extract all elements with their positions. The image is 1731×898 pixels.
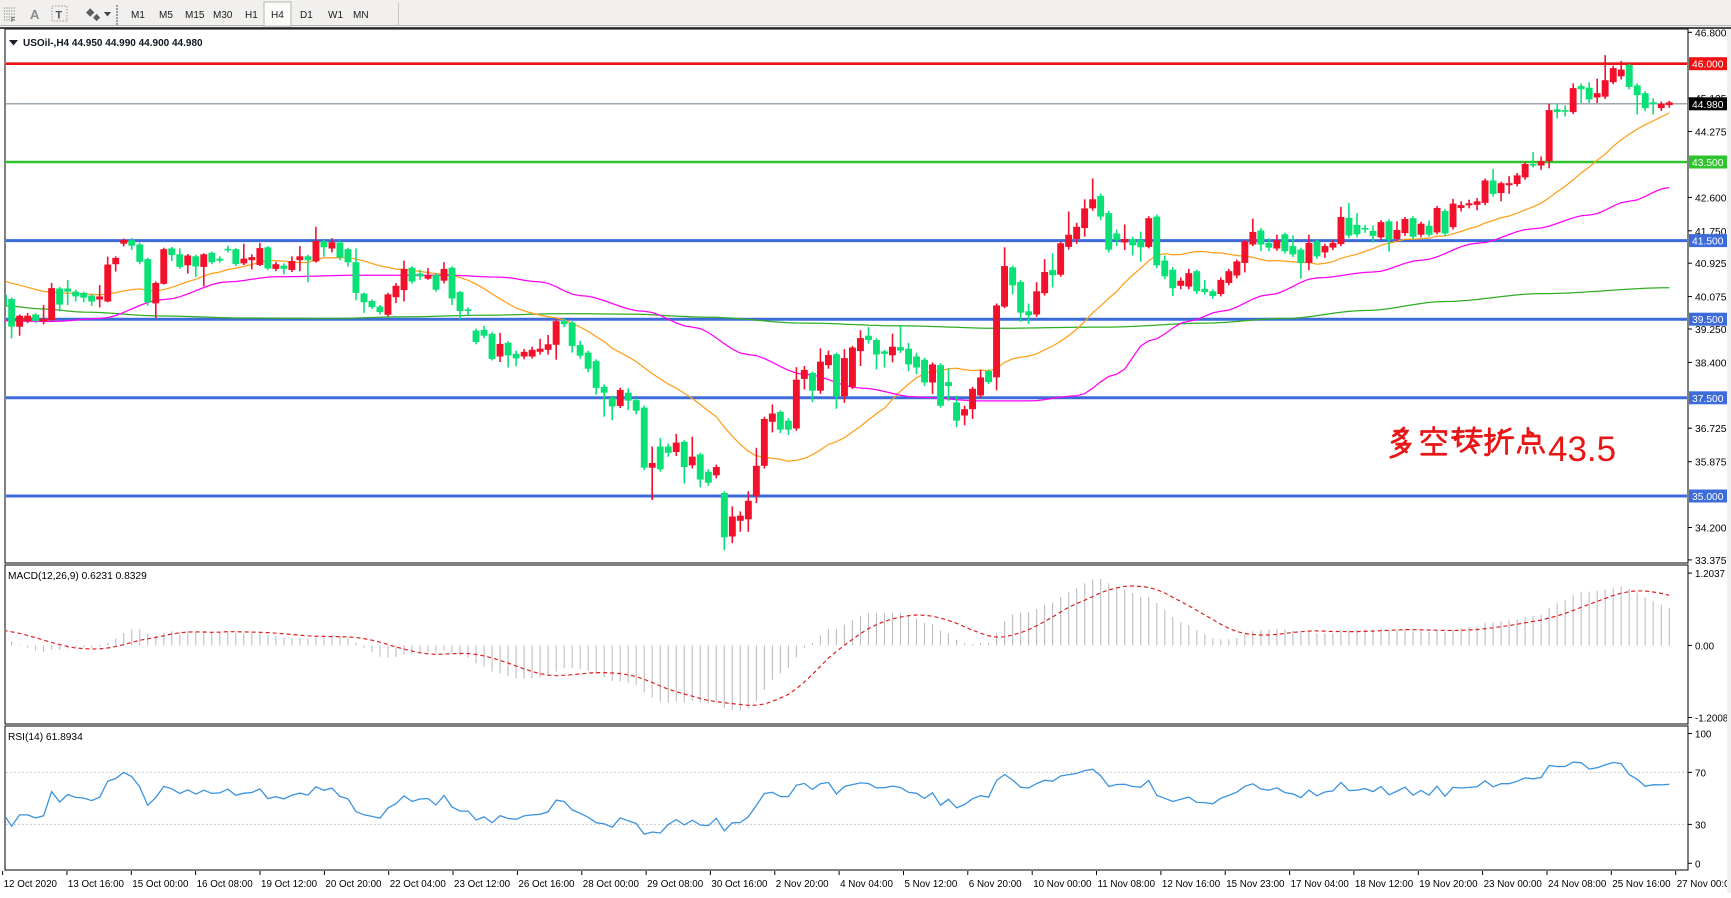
svg-text:RSI(14) 61.8934: RSI(14) 61.8934 [8,732,83,743]
svg-text:46.800: 46.800 [1695,28,1727,39]
svg-text:35.000: 35.000 [1692,492,1724,503]
svg-text:H1: H1 [245,10,258,21]
svg-text:29 Oct 08:00: 29 Oct 08:00 [647,879,704,890]
svg-text:39.500: 39.500 [1692,315,1724,326]
svg-text:M1: M1 [131,10,145,21]
svg-text:15 Oct 00:00: 15 Oct 00:00 [132,879,189,890]
svg-text:12 Oct 2020: 12 Oct 2020 [4,879,58,890]
svg-text:W1: W1 [328,10,343,21]
svg-text:42.600: 42.600 [1695,193,1727,204]
svg-text:0: 0 [1695,859,1701,870]
svg-text:15 Nov 23:00: 15 Nov 23:00 [1226,879,1285,890]
svg-text:5 Nov 12:00: 5 Nov 12:00 [905,879,958,890]
svg-text:4 Nov 04:00: 4 Nov 04:00 [840,879,893,890]
svg-text:6 Nov 20:00: 6 Nov 20:00 [969,879,1022,890]
svg-text:13 Oct 16:00: 13 Oct 16:00 [68,879,125,890]
svg-text:2 Nov 20:00: 2 Nov 20:00 [776,879,829,890]
svg-text:46.000: 46.000 [1692,60,1724,71]
svg-text:26 Oct 16:00: 26 Oct 16:00 [518,879,575,890]
svg-text:34.200: 34.200 [1695,524,1727,535]
svg-text:F: F [11,17,15,24]
svg-text:M30: M30 [213,10,233,21]
svg-text:28 Oct 00:00: 28 Oct 00:00 [583,879,640,890]
svg-text:44.980: 44.980 [1692,100,1724,111]
svg-text:39.250: 39.250 [1695,325,1727,336]
svg-text:18 Nov 12:00: 18 Nov 12:00 [1355,879,1414,890]
svg-text:43.500: 43.500 [1692,158,1724,169]
svg-text:M15: M15 [185,10,205,21]
svg-text:33.375: 33.375 [1695,556,1727,567]
svg-text:20 Oct 20:00: 20 Oct 20:00 [325,879,382,890]
svg-text:H4: H4 [271,10,284,21]
svg-text:70: 70 [1695,768,1706,779]
svg-text:30 Oct 16:00: 30 Oct 16:00 [711,879,768,890]
svg-text:100: 100 [1695,730,1712,741]
svg-text:37.500: 37.500 [1692,394,1724,405]
svg-text:38.400: 38.400 [1695,358,1727,369]
svg-text:10 Nov 00:00: 10 Nov 00:00 [1033,879,1092,890]
svg-text:35.875: 35.875 [1695,458,1727,469]
svg-text:40.075: 40.075 [1695,293,1727,304]
svg-text:12 Nov 16:00: 12 Nov 16:00 [1162,879,1221,890]
svg-text:16 Oct 08:00: 16 Oct 08:00 [197,879,254,890]
svg-text:41.750: 41.750 [1695,227,1727,238]
svg-text:23 Nov 00:00: 23 Nov 00:00 [1484,879,1543,890]
svg-text:MACD(12,26,9) 0.6231 0.8329: MACD(12,26,9) 0.6231 0.8329 [8,571,147,582]
svg-text:D1: D1 [300,10,313,21]
svg-text:M5: M5 [159,10,173,21]
svg-text:24 Nov 08:00: 24 Nov 08:00 [1548,879,1607,890]
svg-text:43.5: 43.5 [1548,430,1616,469]
svg-text:MN: MN [353,10,369,21]
svg-text:40.925: 40.925 [1695,259,1727,270]
svg-text:11 Nov 08:00: 11 Nov 08:00 [1098,879,1156,890]
svg-text:44.275: 44.275 [1695,128,1727,139]
svg-text:T: T [56,10,63,22]
svg-text:25 Nov 16:00: 25 Nov 16:00 [1612,879,1671,890]
svg-text:1.2037: 1.2037 [1695,569,1725,580]
svg-text:0.00: 0.00 [1695,641,1715,652]
svg-text:19 Nov 20:00: 19 Nov 20:00 [1419,879,1478,890]
svg-text:41.500: 41.500 [1692,237,1724,248]
svg-text:A: A [30,7,40,22]
svg-text:USOil-,H4 44.950 44.990 44.90: USOil-,H4 44.950 44.990 44.900 44.980 [23,38,203,49]
svg-text:19 Oct 12:00: 19 Oct 12:00 [261,879,318,890]
svg-text:17 Nov 04:00: 17 Nov 04:00 [1291,879,1350,890]
svg-text:23 Oct 12:00: 23 Oct 12:00 [454,879,511,890]
svg-text:-1.2008: -1.2008 [1695,714,1729,725]
svg-text:30: 30 [1695,820,1706,831]
svg-text:27 Nov 00:00: 27 Nov 00:00 [1677,879,1731,890]
svg-text:22 Oct 04:00: 22 Oct 04:00 [390,879,447,890]
svg-text:36.725: 36.725 [1695,424,1727,435]
